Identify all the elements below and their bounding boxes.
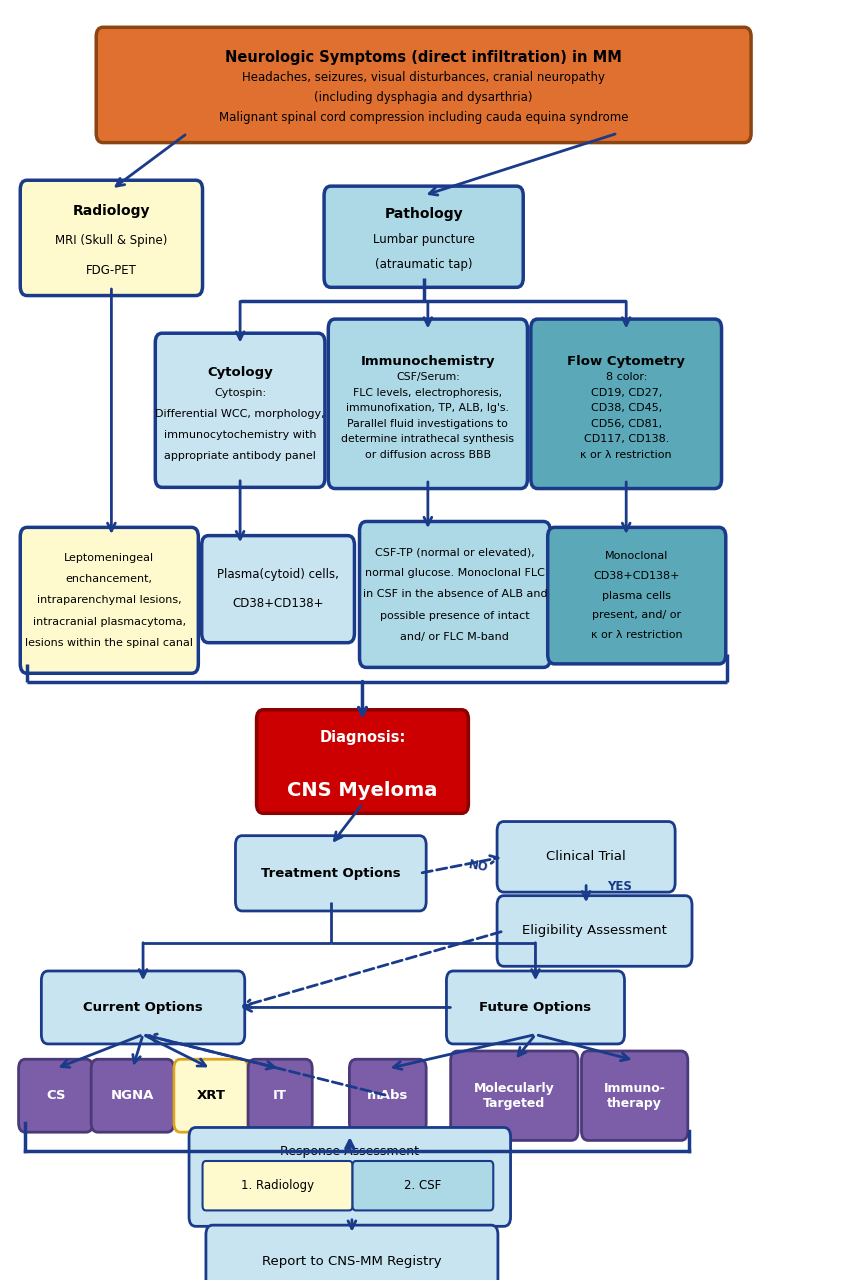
Text: κ or λ restriction: κ or λ restriction — [591, 630, 683, 640]
FancyBboxPatch shape — [97, 27, 751, 142]
Text: CD38+CD138+: CD38+CD138+ — [594, 571, 680, 581]
Text: 8 color:: 8 color: — [606, 372, 647, 383]
Text: Malignant spinal cord compression including cauda equina syndrome: Malignant spinal cord compression includ… — [219, 111, 628, 124]
Text: NO: NO — [468, 858, 490, 874]
Text: determine intrathecal synthesis: determine intrathecal synthesis — [341, 434, 514, 444]
Text: Cytology: Cytology — [208, 366, 273, 379]
Text: immunofixation, TP, ALB, Ig's.: immunofixation, TP, ALB, Ig's. — [346, 403, 509, 413]
FancyBboxPatch shape — [248, 1060, 313, 1133]
Text: Cytospin:: Cytospin: — [214, 388, 266, 398]
Text: Future Options: Future Options — [479, 1001, 591, 1014]
FancyBboxPatch shape — [155, 333, 325, 488]
FancyBboxPatch shape — [497, 896, 692, 966]
Text: (atraumatic tap): (atraumatic tap) — [375, 259, 473, 271]
FancyBboxPatch shape — [581, 1051, 688, 1140]
Text: Headaches, seizures, visual disturbances, cranial neuropathy: Headaches, seizures, visual disturbances… — [242, 72, 605, 84]
Text: CD117, CD138.: CD117, CD138. — [584, 434, 669, 444]
Text: immunocytochemistry with: immunocytochemistry with — [163, 430, 316, 440]
Text: Parallel fluid investigations to: Parallel fluid investigations to — [347, 419, 508, 429]
FancyBboxPatch shape — [352, 1161, 493, 1211]
Text: appropriate antibody panel: appropriate antibody panel — [164, 452, 316, 461]
FancyBboxPatch shape — [350, 1060, 426, 1133]
Text: Differential WCC, morphology,: Differential WCC, morphology, — [155, 410, 325, 420]
Text: κ or λ restriction: κ or λ restriction — [580, 451, 672, 460]
FancyBboxPatch shape — [446, 972, 624, 1044]
FancyBboxPatch shape — [42, 972, 245, 1044]
Text: intracranial plasmacytoma,: intracranial plasmacytoma, — [33, 617, 185, 626]
FancyBboxPatch shape — [202, 1161, 352, 1211]
Text: NGNA: NGNA — [111, 1089, 154, 1102]
FancyBboxPatch shape — [497, 822, 675, 892]
Text: 1. Radiology: 1. Radiology — [241, 1179, 314, 1192]
FancyBboxPatch shape — [206, 1225, 498, 1280]
Text: lesions within the spinal canal: lesions within the spinal canal — [25, 637, 193, 648]
FancyBboxPatch shape — [91, 1060, 174, 1133]
Text: (including dysphagia and dysarthria): (including dysphagia and dysarthria) — [314, 91, 533, 104]
Text: FDG-PET: FDG-PET — [86, 264, 137, 278]
Text: Eligibility Assessment: Eligibility Assessment — [522, 924, 667, 937]
Text: XRT: XRT — [197, 1089, 225, 1102]
Text: Lumbar puncture: Lumbar puncture — [373, 233, 474, 246]
FancyBboxPatch shape — [20, 180, 202, 296]
Text: Radiology: Radiology — [73, 204, 150, 218]
FancyBboxPatch shape — [202, 535, 354, 643]
FancyBboxPatch shape — [189, 1128, 511, 1226]
FancyBboxPatch shape — [548, 527, 726, 664]
Text: Neurologic Symptoms (direct infiltration) in MM: Neurologic Symptoms (direct infiltration… — [225, 50, 622, 65]
FancyBboxPatch shape — [451, 1051, 579, 1140]
FancyBboxPatch shape — [20, 527, 198, 673]
Text: present, and/ or: present, and/ or — [592, 611, 681, 621]
FancyBboxPatch shape — [174, 1060, 248, 1133]
Text: CD19, CD27,: CD19, CD27, — [590, 388, 662, 398]
Text: enchancement,: enchancement, — [66, 575, 152, 584]
Text: CS: CS — [46, 1089, 65, 1102]
Text: Treatment Options: Treatment Options — [261, 867, 401, 879]
Text: FLC levels, electrophoresis,: FLC levels, electrophoresis, — [353, 388, 502, 398]
Text: 2. CSF: 2. CSF — [404, 1179, 441, 1192]
Text: Plasma(cytoid) cells,: Plasma(cytoid) cells, — [217, 568, 339, 581]
Text: normal glucose. Monoclonal FLC: normal glucose. Monoclonal FLC — [365, 568, 545, 579]
Text: plasma cells: plasma cells — [602, 590, 671, 600]
FancyBboxPatch shape — [19, 1060, 93, 1133]
Text: CD56, CD81,: CD56, CD81, — [590, 419, 662, 429]
Text: possible presence of intact: possible presence of intact — [380, 611, 529, 621]
Text: Report to CNS-MM Registry: Report to CNS-MM Registry — [262, 1256, 442, 1268]
FancyBboxPatch shape — [329, 319, 528, 489]
Text: Monoclonal: Monoclonal — [605, 552, 668, 562]
Text: in CSF in the absence of ALB and: in CSF in the absence of ALB and — [363, 590, 547, 599]
Text: MRI (Skull & Spine): MRI (Skull & Spine) — [55, 234, 168, 247]
Text: Molecularly
Targeted: Molecularly Targeted — [474, 1082, 555, 1110]
Text: CD38+CD138+: CD38+CD138+ — [232, 598, 324, 611]
Text: or diffusion across BBB: or diffusion across BBB — [365, 451, 491, 460]
Text: CD38, CD45,: CD38, CD45, — [590, 403, 662, 413]
Text: Immuno-
therapy: Immuno- therapy — [604, 1082, 666, 1110]
FancyBboxPatch shape — [531, 319, 722, 489]
Text: intraparenchymal lesions,: intraparenchymal lesions, — [37, 595, 181, 605]
Text: Leptomeningeal: Leptomeningeal — [64, 553, 154, 563]
Text: Flow Cytometry: Flow Cytometry — [567, 355, 685, 369]
Text: YES: YES — [607, 879, 632, 892]
Text: Diagnosis:: Diagnosis: — [319, 731, 406, 745]
Text: CSF-TP (normal or elevated),: CSF-TP (normal or elevated), — [375, 547, 534, 557]
FancyBboxPatch shape — [324, 186, 523, 287]
Text: Pathology: Pathology — [385, 206, 463, 220]
Text: and/ or FLC M-band: and/ or FLC M-band — [401, 632, 509, 641]
Text: Clinical Trial: Clinical Trial — [546, 850, 626, 863]
Text: IT: IT — [274, 1089, 287, 1102]
Text: CSF/Serum:: CSF/Serum: — [396, 372, 460, 383]
Text: Response Assessment: Response Assessment — [280, 1144, 419, 1158]
FancyBboxPatch shape — [235, 836, 426, 911]
Text: Current Options: Current Options — [83, 1001, 203, 1014]
FancyBboxPatch shape — [359, 521, 551, 667]
Text: mAbs: mAbs — [367, 1089, 408, 1102]
Text: CNS Myeloma: CNS Myeloma — [287, 781, 438, 800]
FancyBboxPatch shape — [257, 709, 468, 813]
Text: Immunochemistry: Immunochemistry — [361, 355, 495, 369]
